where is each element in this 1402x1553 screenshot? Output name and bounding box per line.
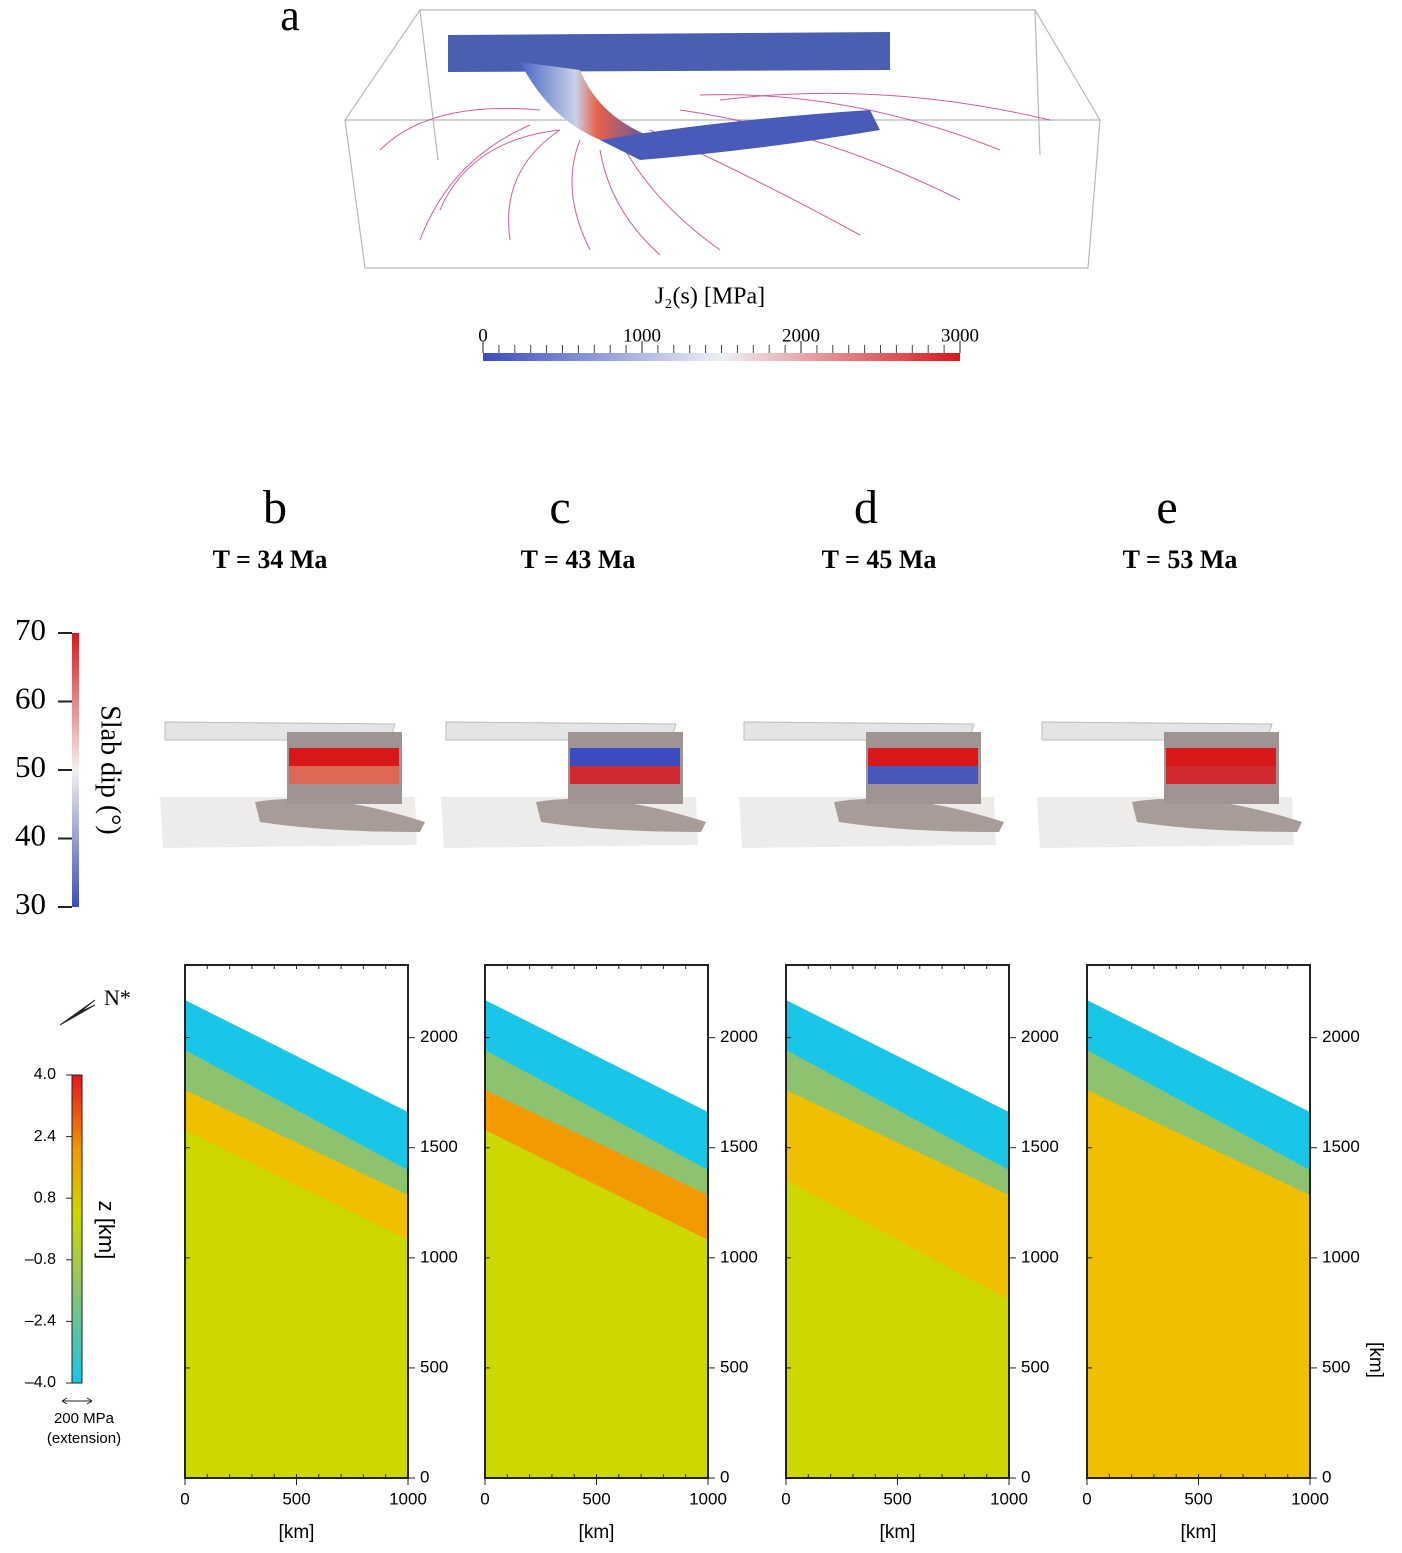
slab-dip	[570, 766, 680, 784]
panel-label: a	[280, 0, 300, 40]
slab-dip	[289, 766, 399, 784]
y-tick-label: 2000	[420, 1027, 458, 1046]
y-tick-label: 1500	[1322, 1137, 1360, 1156]
slab-tail	[600, 110, 880, 160]
tick-label: 70	[15, 612, 46, 647]
y-tick-label: 500	[1322, 1357, 1350, 1376]
y-tick-label: 1000	[1021, 1247, 1059, 1266]
tick-label: 0.8	[34, 1189, 56, 1206]
y-tick-label: 2000	[1322, 1027, 1360, 1046]
colorbar	[483, 353, 960, 361]
scale-label: 200 MPa	[54, 1410, 115, 1427]
panel-label: b	[263, 481, 287, 534]
panel-title: T = 43 Ma	[521, 545, 636, 574]
tick-label: 0	[478, 325, 488, 346]
y-tick-label: 1000	[720, 1247, 758, 1266]
tick-label: –2.4	[25, 1313, 56, 1330]
y-tick-label: 2000	[720, 1027, 758, 1046]
x-axis-label: [km]	[579, 1522, 615, 1543]
slab-dip	[1166, 766, 1276, 784]
y-axis-label: [km]	[1365, 1342, 1386, 1378]
y-tick-label: 500	[420, 1357, 448, 1376]
x-tick-label: 1000	[389, 1489, 427, 1508]
x-tick-label: 0	[1082, 1489, 1091, 1508]
panel-label: d	[854, 481, 878, 534]
x-tick-label: 500	[282, 1489, 310, 1508]
field-lines	[380, 93, 1050, 255]
slab-dip	[570, 748, 680, 766]
x-tick-label: 500	[582, 1489, 610, 1508]
panel-title: T = 45 Ma	[822, 545, 937, 574]
y-tick-label: 1500	[720, 1137, 758, 1156]
tick-label: 40	[15, 818, 46, 853]
x-axis-label: [km]	[880, 1522, 916, 1543]
slab-dip	[868, 748, 978, 766]
panel-label: e	[1156, 481, 1177, 534]
x-axis-label: [km]	[1181, 1522, 1217, 1543]
y-tick-label: 0	[720, 1467, 729, 1486]
x-tick-label: 1000	[689, 1489, 727, 1508]
plate	[448, 32, 890, 72]
panel-title: T = 53 Ma	[1123, 545, 1238, 574]
tick-label: 1000	[623, 325, 661, 346]
y-tick-label: 0	[1021, 1467, 1030, 1486]
slab-dip	[289, 748, 399, 766]
colorbar	[72, 1075, 82, 1383]
x-tick-label: 1000	[990, 1489, 1028, 1508]
y-tick-label: 0	[420, 1467, 429, 1486]
colorbar-title: z [km]	[94, 1201, 119, 1260]
x-tick-label: 0	[180, 1489, 189, 1508]
colorbar-title: Slab dip (°)	[95, 705, 126, 834]
tick-label: 50	[15, 749, 46, 784]
tick-label: 2000	[782, 325, 820, 346]
slab-dip	[1166, 748, 1276, 766]
slab-dip	[868, 766, 978, 784]
scale-arrow	[62, 1398, 92, 1404]
y-tick-label: 2000	[1021, 1027, 1059, 1046]
tick-label: 3000	[941, 325, 979, 346]
tick-label: –0.8	[25, 1251, 56, 1268]
x-tick-label: 1000	[1291, 1489, 1329, 1508]
scale-note: (extension)	[47, 1430, 121, 1447]
y-tick-label: 0	[1322, 1467, 1331, 1486]
x-axis-label: [km]	[279, 1522, 315, 1543]
tick-label: 4.0	[34, 1066, 56, 1083]
tick-label: 2.4	[34, 1128, 56, 1145]
figure: a J₂(s) [MPa] Slab dip (°) N* z [km] 200…	[0, 0, 1402, 1553]
north-label: N*	[104, 985, 131, 1010]
x-tick-label: 500	[1184, 1489, 1212, 1508]
y-tick-label: 1500	[420, 1137, 458, 1156]
x-tick-label: 500	[883, 1489, 911, 1508]
y-tick-label: 500	[1021, 1357, 1049, 1376]
y-tick-label: 1000	[420, 1247, 458, 1266]
colorbar	[72, 633, 79, 907]
tick-label: 60	[15, 681, 46, 716]
tick-label: 30	[15, 886, 46, 921]
tick-label: –4.0	[25, 1374, 56, 1391]
x-tick-label: 0	[781, 1489, 790, 1508]
x-tick-label: 0	[480, 1489, 489, 1508]
panel-title: T = 34 Ma	[213, 545, 328, 574]
y-tick-label: 1500	[1021, 1137, 1059, 1156]
colorbar-title: J₂(s) [MPa]	[655, 284, 765, 310]
y-tick-label: 1000	[1322, 1247, 1360, 1266]
y-tick-label: 500	[720, 1357, 748, 1376]
panel-label: c	[549, 481, 570, 534]
north-arrow	[60, 1000, 95, 1025]
